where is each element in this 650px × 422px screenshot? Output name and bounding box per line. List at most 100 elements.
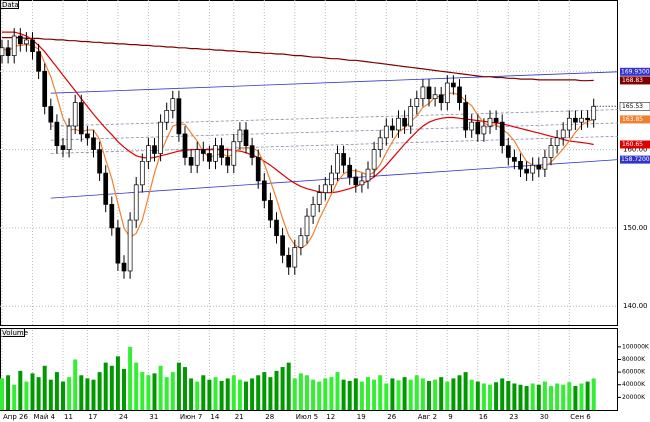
volume-bar	[97, 372, 102, 410]
volume-bar	[585, 381, 590, 410]
candle-body	[359, 180, 365, 186]
x-tick-label: 28	[265, 413, 274, 421]
candle-body	[17, 35, 23, 45]
y-tick-label: 160.00	[623, 146, 648, 154]
candle-body	[524, 168, 529, 174]
x-tick-label: 14	[210, 413, 219, 421]
candle-body	[310, 204, 316, 217]
volume-bar	[6, 375, 11, 410]
volume-bar	[408, 379, 413, 410]
trend-line	[50, 159, 619, 199]
candle-body	[200, 149, 206, 154]
candle-body	[451, 82, 456, 88]
volume-bar	[189, 378, 194, 410]
price-label: 163.85	[622, 116, 643, 123]
candle-body	[377, 137, 383, 150]
volume-bar	[481, 383, 486, 410]
volume-bar	[176, 362, 181, 410]
volume-bar	[329, 377, 334, 410]
price-label-box	[620, 76, 650, 85]
volume-bar	[524, 386, 529, 410]
volume-bar	[298, 373, 303, 410]
chart-title: Data	[2, 1, 19, 9]
candle-body	[475, 121, 481, 135]
trend-line	[50, 109, 619, 127]
candle-body	[188, 157, 194, 166]
price-label-box	[620, 155, 650, 164]
candle-body	[469, 121, 475, 131]
candle-body	[231, 141, 237, 166]
candle-body	[457, 86, 462, 103]
volume-bar	[549, 386, 553, 410]
volume-bar	[384, 383, 389, 410]
volume-bar	[262, 372, 267, 410]
volume-bar	[305, 375, 309, 410]
candle-body	[591, 105, 597, 121]
candle-body	[164, 110, 170, 123]
volume-bar	[567, 382, 572, 410]
candle-body	[341, 153, 346, 166]
candle-body	[30, 39, 35, 53]
y-tick-label: 140.00	[623, 302, 648, 310]
candle-body	[261, 180, 267, 201]
candle-body	[115, 227, 121, 264]
candle-body	[268, 200, 273, 221]
volume-bar	[146, 375, 151, 410]
volume-bar	[280, 367, 285, 410]
price-label-box	[619, 102, 650, 111]
volume-bar	[420, 378, 425, 410]
candle-body	[548, 145, 554, 158]
volume-bar	[451, 378, 456, 410]
candle-body	[426, 86, 432, 100]
x-tick-label: Июл 5	[296, 413, 318, 421]
volume-bar	[225, 378, 230, 410]
price-label: 169.9300	[621, 68, 650, 75]
candle-body	[298, 235, 304, 248]
trend-line	[50, 122, 619, 141]
volume-bar	[268, 377, 273, 410]
candle-body	[560, 129, 566, 139]
candle-body	[414, 98, 420, 107]
ma-line	[1, 43, 594, 249]
candle-body	[512, 157, 517, 162]
volume-bar	[378, 375, 383, 410]
x-tick-label: 31	[149, 413, 158, 421]
volume-bar	[463, 372, 468, 410]
volume-bar	[134, 362, 139, 410]
candle-body	[24, 39, 29, 45]
volume-bar	[128, 346, 133, 410]
volume-bar	[237, 379, 242, 410]
volume-bar	[494, 382, 499, 410]
volume-tick-label: 100000K	[622, 343, 650, 350]
candle-body	[11, 35, 17, 56]
volume-bar	[561, 384, 566, 410]
volume-bar	[24, 381, 29, 410]
candle-body	[91, 137, 96, 150]
volume-title: Volume	[2, 329, 28, 337]
candle-body	[36, 51, 41, 72]
candle-body	[438, 94, 444, 103]
candle-body	[536, 164, 542, 170]
candle-body	[158, 121, 163, 154]
candle-body	[54, 121, 60, 147]
volume-bar	[213, 377, 218, 410]
price-label: 158.7200	[621, 156, 650, 163]
candle-body	[274, 219, 279, 237]
volume-bar	[311, 379, 316, 410]
volume-bar	[427, 380, 431, 410]
volume-tick-label: 40000K	[622, 381, 646, 388]
candle-body	[225, 157, 231, 166]
candle-body	[487, 117, 493, 127]
candle-body	[347, 164, 353, 178]
volume-bar	[433, 379, 438, 410]
volume-bar	[122, 368, 126, 410]
volume-bar	[500, 378, 505, 410]
volume-bar	[67, 377, 72, 410]
volume-tick-label: 60000K	[622, 369, 646, 376]
volume-bar	[475, 381, 480, 410]
candle-body	[219, 145, 224, 158]
candle-body	[78, 102, 84, 135]
volume-bar	[542, 381, 547, 410]
volume-bar	[353, 378, 358, 410]
volume-bar	[115, 356, 120, 410]
